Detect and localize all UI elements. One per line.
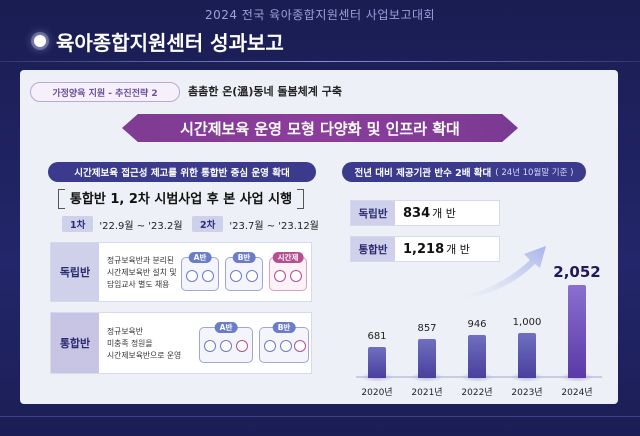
child-icon xyxy=(186,270,198,282)
stat-value: 834 개 반 xyxy=(403,205,456,221)
bar-2021년 xyxy=(418,339,436,378)
child-icon xyxy=(202,270,214,282)
room-b: B반 xyxy=(259,322,309,363)
room-a: A반 xyxy=(199,322,253,363)
stat-independent: 독립반 834 개 반 xyxy=(350,200,500,226)
bar-2023년 xyxy=(518,333,536,378)
bar-2020년 xyxy=(368,347,386,378)
footer-divider xyxy=(0,416,640,417)
strategy-tag: 가정양육 지원 - 추진전략 2 xyxy=(30,82,180,102)
phase-1: 1차 '22.9월 ~ '23.2월 xyxy=(62,216,183,232)
row-label: 독립반 xyxy=(51,243,99,301)
phase-period: '23.7월 ~ '23.12월 xyxy=(229,220,319,232)
left-section-title: 시간제보육 접근성 제고를 위한 통합반 중심 운영 확대 xyxy=(48,162,316,182)
stat-label: 독립반 xyxy=(351,201,395,225)
x-tick-label: 2021년 xyxy=(411,388,443,398)
header-divider xyxy=(0,61,640,62)
data-label: 2,052 xyxy=(553,263,601,281)
event-title: 2024 전국 육아종합지원센터 사업보고대회 xyxy=(204,8,436,22)
phase-badge: 2차 xyxy=(192,216,224,232)
child-icon xyxy=(236,340,248,352)
row-label: 통합반 xyxy=(51,313,99,373)
data-label: 857 xyxy=(417,323,437,334)
room-hourly: 시간제 xyxy=(269,252,307,291)
integrated-class-row: 통합반 정규보육반 미충족 정원을 시간제보육반으로 운영 A반 B반 xyxy=(50,312,312,374)
x-tick-label: 2023년 xyxy=(511,388,543,398)
page-title: 육아종합지원센터 성과보고 xyxy=(56,30,284,55)
phase-2: 2차 '23.7월 ~ '23.12월 xyxy=(192,216,319,232)
stat-integrated: 통합반 1,218 개 반 xyxy=(350,236,500,262)
data-label: 1,000 xyxy=(512,317,542,328)
main-banner: 시간제보육 운영 모형 다양화 및 인프라 확대 xyxy=(122,114,518,142)
child-icon xyxy=(220,340,232,352)
child-icon xyxy=(290,270,302,282)
child-icon xyxy=(280,340,292,352)
right-section-title: 전년 대비 제공기관 반수 2배 확대 ( 24년 10월말 기준 ) xyxy=(342,162,586,182)
x-tick-label: 2022년 xyxy=(461,388,493,398)
content-panel: 가정양육 지원 - 추진전략 2 촘촘한 온(溫)동네 돌봄체계 구축 시간제보… xyxy=(20,70,618,404)
child-icon xyxy=(264,340,276,352)
page-header: 육아종합지원센터 성과보고 xyxy=(34,28,284,55)
data-label: 681 xyxy=(367,331,387,342)
stat-label: 통합반 xyxy=(351,237,395,261)
phase-period: '22.9월 ~ '23.2월 xyxy=(99,220,183,232)
child-icon xyxy=(246,270,258,282)
child-icon xyxy=(274,270,286,282)
room-a: A반 xyxy=(181,252,219,291)
bullet-dot-icon xyxy=(34,35,46,47)
child-icon xyxy=(294,340,306,352)
child-icon xyxy=(204,340,216,352)
pilot-heading: 통합반 1, 2차 시범사업 후 본 사업 시행 xyxy=(58,188,304,209)
row-description: 정규보육반과 분리된 시간제보육반 설치 및 담임교사 별도 채용 xyxy=(107,256,177,289)
data-label: 946 xyxy=(467,319,487,330)
strategy-subheading: 촘촘한 온(溫)동네 돌봄체계 구축 xyxy=(188,85,342,98)
bar-chart: 681 2020년 857 2021년 946 2022년 1,000 2023년 2,052 2… xyxy=(346,263,608,404)
x-tick-label: 2020년 xyxy=(361,388,393,398)
bar-2022년 xyxy=(468,335,486,378)
phase-badge: 1차 xyxy=(62,216,94,232)
stat-value: 1,218 개 반 xyxy=(403,241,470,257)
row-description: 정규보육반 미충족 정원을 시간제보육반으로 운영 xyxy=(107,327,182,360)
growth-arrow-icon xyxy=(462,246,546,298)
room-b: B반 xyxy=(225,252,263,291)
bar-2024년 xyxy=(568,285,586,378)
independent-class-row: 독립반 정규보육반과 분리된 시간제보육반 설치 및 담임교사 별도 채용 A반… xyxy=(50,242,312,302)
child-icon xyxy=(230,270,242,282)
x-tick-label: 2024년 xyxy=(561,388,593,398)
